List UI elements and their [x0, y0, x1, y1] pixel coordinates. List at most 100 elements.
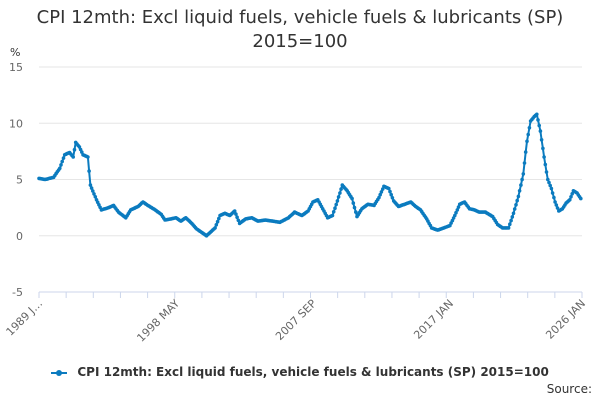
legend-series-marker	[51, 369, 68, 376]
data-point	[541, 146, 545, 151]
data-point	[87, 169, 91, 173]
gridlines	[39, 66, 582, 293]
data-point	[354, 210, 358, 214]
data-point	[552, 195, 556, 200]
legend[interactable]: CPI 12mth: Excl liquid fuels, vehicle fu…	[0, 365, 600, 379]
data-point	[553, 200, 557, 204]
data-point	[234, 212, 238, 216]
data-point	[213, 226, 217, 230]
legend-series-label: CPI 12mth: Excl liquid fuels, vehicle fu…	[77, 365, 549, 379]
data-point	[516, 194, 521, 199]
data-point	[80, 150, 84, 154]
data-point	[93, 195, 98, 199]
data-point	[506, 226, 511, 230]
x-tick-label: 2007 SEP	[273, 297, 319, 343]
x-tick-label: 2026 JAN	[543, 297, 588, 342]
data-point	[236, 218, 241, 223]
data-point	[549, 186, 554, 191]
data-point	[72, 147, 77, 152]
data-point	[554, 203, 559, 207]
x-tick-label: 1998 MAY	[134, 297, 182, 345]
data-point	[330, 213, 335, 218]
data-point	[388, 189, 392, 194]
data-point	[537, 123, 541, 128]
data-point	[517, 189, 522, 193]
data-point	[550, 191, 555, 195]
data-point	[535, 112, 539, 117]
data-point	[512, 207, 517, 211]
data-point	[215, 219, 220, 224]
data-point	[520, 177, 524, 182]
series[interactable]	[37, 112, 583, 238]
data-point	[377, 195, 381, 200]
data-point	[543, 162, 548, 167]
data-point	[508, 222, 512, 226]
data-point	[60, 159, 64, 164]
data-point	[525, 139, 529, 144]
data-point	[570, 192, 574, 196]
data-point	[390, 196, 395, 200]
data-point	[536, 118, 540, 122]
data-point	[456, 205, 461, 209]
data-point	[515, 198, 519, 203]
source-label: Source:	[546, 382, 592, 396]
y-tick-label: 15	[9, 61, 23, 74]
data-point	[539, 138, 544, 142]
data-point	[387, 186, 391, 191]
data-point	[89, 186, 94, 190]
y-tick-label: 10	[9, 117, 23, 130]
data-point	[92, 192, 96, 196]
data-point	[521, 172, 526, 176]
data-point	[352, 205, 357, 210]
x-tick-label: 1989 J…	[4, 297, 46, 339]
data-point	[538, 129, 543, 133]
chart-title: CPI 12mth: Excl liquid fuels, vehicle fu…	[36, 7, 564, 52]
data-point	[232, 209, 237, 213]
series-line	[38, 113, 582, 237]
data-point	[331, 210, 336, 214]
data-point	[510, 215, 515, 219]
data-point	[59, 163, 63, 167]
data-point	[378, 192, 383, 197]
data-point	[235, 215, 239, 219]
data-point	[91, 189, 95, 193]
data-point	[380, 187, 385, 191]
data-point	[379, 190, 384, 194]
data-point	[86, 155, 90, 159]
data-point	[389, 192, 394, 197]
data-point	[58, 166, 62, 171]
data-point	[88, 183, 93, 187]
data-point	[339, 187, 343, 191]
x-tick-label: 2017 JAN	[411, 297, 456, 342]
y-axis-unit: %	[10, 46, 20, 59]
data-point	[511, 211, 516, 216]
data-point	[335, 199, 340, 203]
y-tick-label: -5	[12, 286, 23, 299]
data-point	[514, 203, 518, 207]
data-point	[338, 191, 342, 195]
data-point	[579, 196, 583, 201]
data-point	[214, 223, 219, 227]
data-point	[350, 196, 354, 201]
data-point	[333, 206, 337, 210]
data-point	[547, 180, 551, 185]
data-point	[71, 155, 75, 159]
data-point	[455, 208, 460, 212]
data-point	[336, 195, 341, 199]
y-tick-label: 5	[16, 174, 23, 187]
data-point	[546, 177, 550, 182]
data-point	[509, 218, 513, 223]
data-point	[61, 156, 66, 160]
data-point	[334, 202, 339, 207]
axes: % -5 0 5 10 15 1989 J… 1998 MAY 2007 SEP 2017 JAN…	[4, 46, 589, 345]
data-point	[542, 155, 546, 159]
data-point	[544, 170, 549, 174]
data-point	[569, 195, 573, 199]
data-point	[555, 206, 560, 210]
data-point	[526, 132, 530, 137]
data-point	[522, 161, 527, 165]
data-point	[351, 201, 356, 205]
data-point	[523, 150, 528, 154]
data-point	[519, 183, 523, 187]
